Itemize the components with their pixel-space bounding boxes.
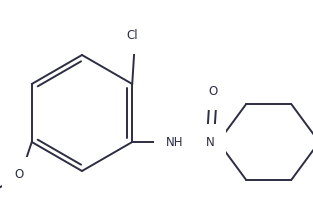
Text: Cl: Cl — [126, 29, 138, 42]
Text: O: O — [208, 85, 218, 98]
Text: O: O — [14, 169, 23, 182]
Text: NH: NH — [166, 136, 183, 150]
Text: N: N — [206, 136, 215, 149]
